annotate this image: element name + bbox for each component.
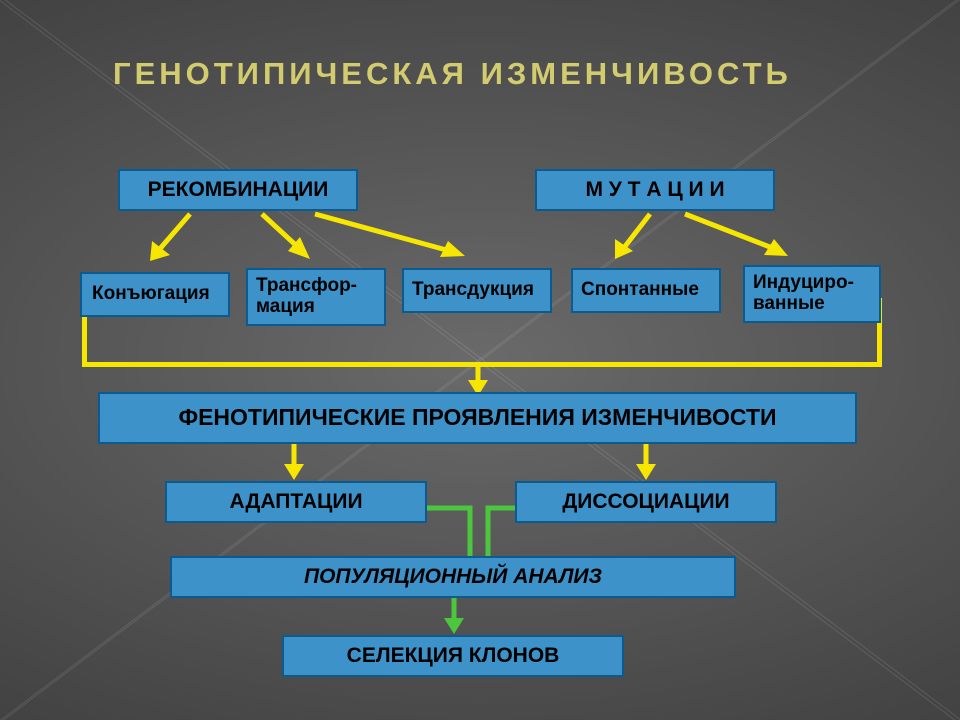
- box-dissociacii: ДИССОЦИАЦИИ: [515, 481, 777, 523]
- yellow-stem-icon: [458, 362, 498, 396]
- arrow-icon: [310, 211, 480, 269]
- arrow-icon: [630, 444, 662, 482]
- arrow-icon: [605, 211, 665, 269]
- box-selekcija: СЕЛЕКЦИЯ КЛОНОВ: [282, 635, 624, 677]
- arrow-icon: [278, 444, 310, 482]
- box-rekombinacii: РЕКОМБИНАЦИИ: [118, 169, 358, 211]
- box-inducirovannye: Индуциро- ванные: [743, 265, 881, 323]
- box-spontannye: Спонтанные: [571, 268, 721, 313]
- arrow-icon: [140, 211, 200, 271]
- arrow-icon: [680, 211, 800, 269]
- box-populjac: ПОПУЛЯЦИОННЫЙ АНАЛИЗ: [170, 556, 736, 598]
- slide-root: { "title":{"text":"ГЕНОТИПИЧЕСКАЯ ИЗМЕНЧ…: [0, 0, 960, 720]
- box-fenotip: ФЕНОТИПИЧЕСКИЕ ПРОЯВЛЕНИЯ ИЗМЕНЧИВОСТИ: [98, 392, 857, 444]
- slide-title: ГЕНОТИПИЧЕСКАЯ ИЗМЕНЧИВОСТЬ: [113, 56, 792, 92]
- arrow-icon: [438, 598, 470, 636]
- box-konjugacija: Конъюгация: [80, 272, 230, 317]
- box-transformacija: Трансфор- мация: [246, 268, 386, 326]
- box-adaptacii: АДАПТАЦИИ: [165, 481, 427, 523]
- box-transdukcija: Трансдукция: [402, 268, 552, 313]
- box-mutacii: М У Т А Ц И И: [535, 169, 775, 211]
